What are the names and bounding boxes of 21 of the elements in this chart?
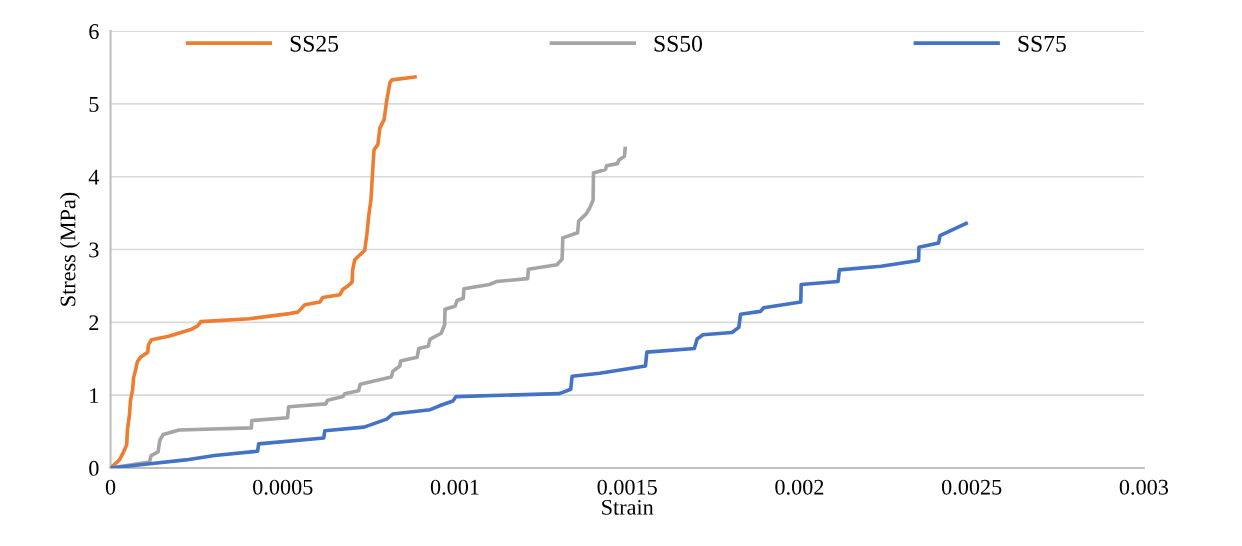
line-series — [110, 75, 417, 468]
x-tick-label: 0.001 — [430, 479, 479, 495]
x-tick-label: 0.002 — [775, 479, 824, 495]
x-tick-label: 0.0015 — [597, 479, 657, 495]
y-tick-label: 6 — [89, 24, 99, 40]
x-axis-title: Strain — [602, 499, 654, 515]
x-tick-label: 0 — [105, 479, 116, 495]
y-tick-label: 2 — [89, 315, 99, 331]
legend-label: SS25 — [290, 35, 339, 52]
x-tick-label: 0.0025 — [941, 479, 1002, 495]
line-series — [110, 221, 968, 468]
legend-label: SS75 — [1018, 35, 1066, 52]
y-axis-title: Stress (MPa) — [59, 192, 80, 306]
x-tick-label: 0.0005 — [253, 479, 313, 495]
y-tick-label: 4 — [88, 169, 100, 185]
y-tick-label: 5 — [89, 97, 99, 112]
legend-label: SS50 — [654, 35, 703, 52]
y-tick-label: 0 — [89, 460, 99, 476]
y-tick-label: 1 — [90, 388, 99, 403]
x-tick-label: 0.003 — [1119, 479, 1169, 495]
y-tick-label: 3 — [89, 242, 99, 258]
